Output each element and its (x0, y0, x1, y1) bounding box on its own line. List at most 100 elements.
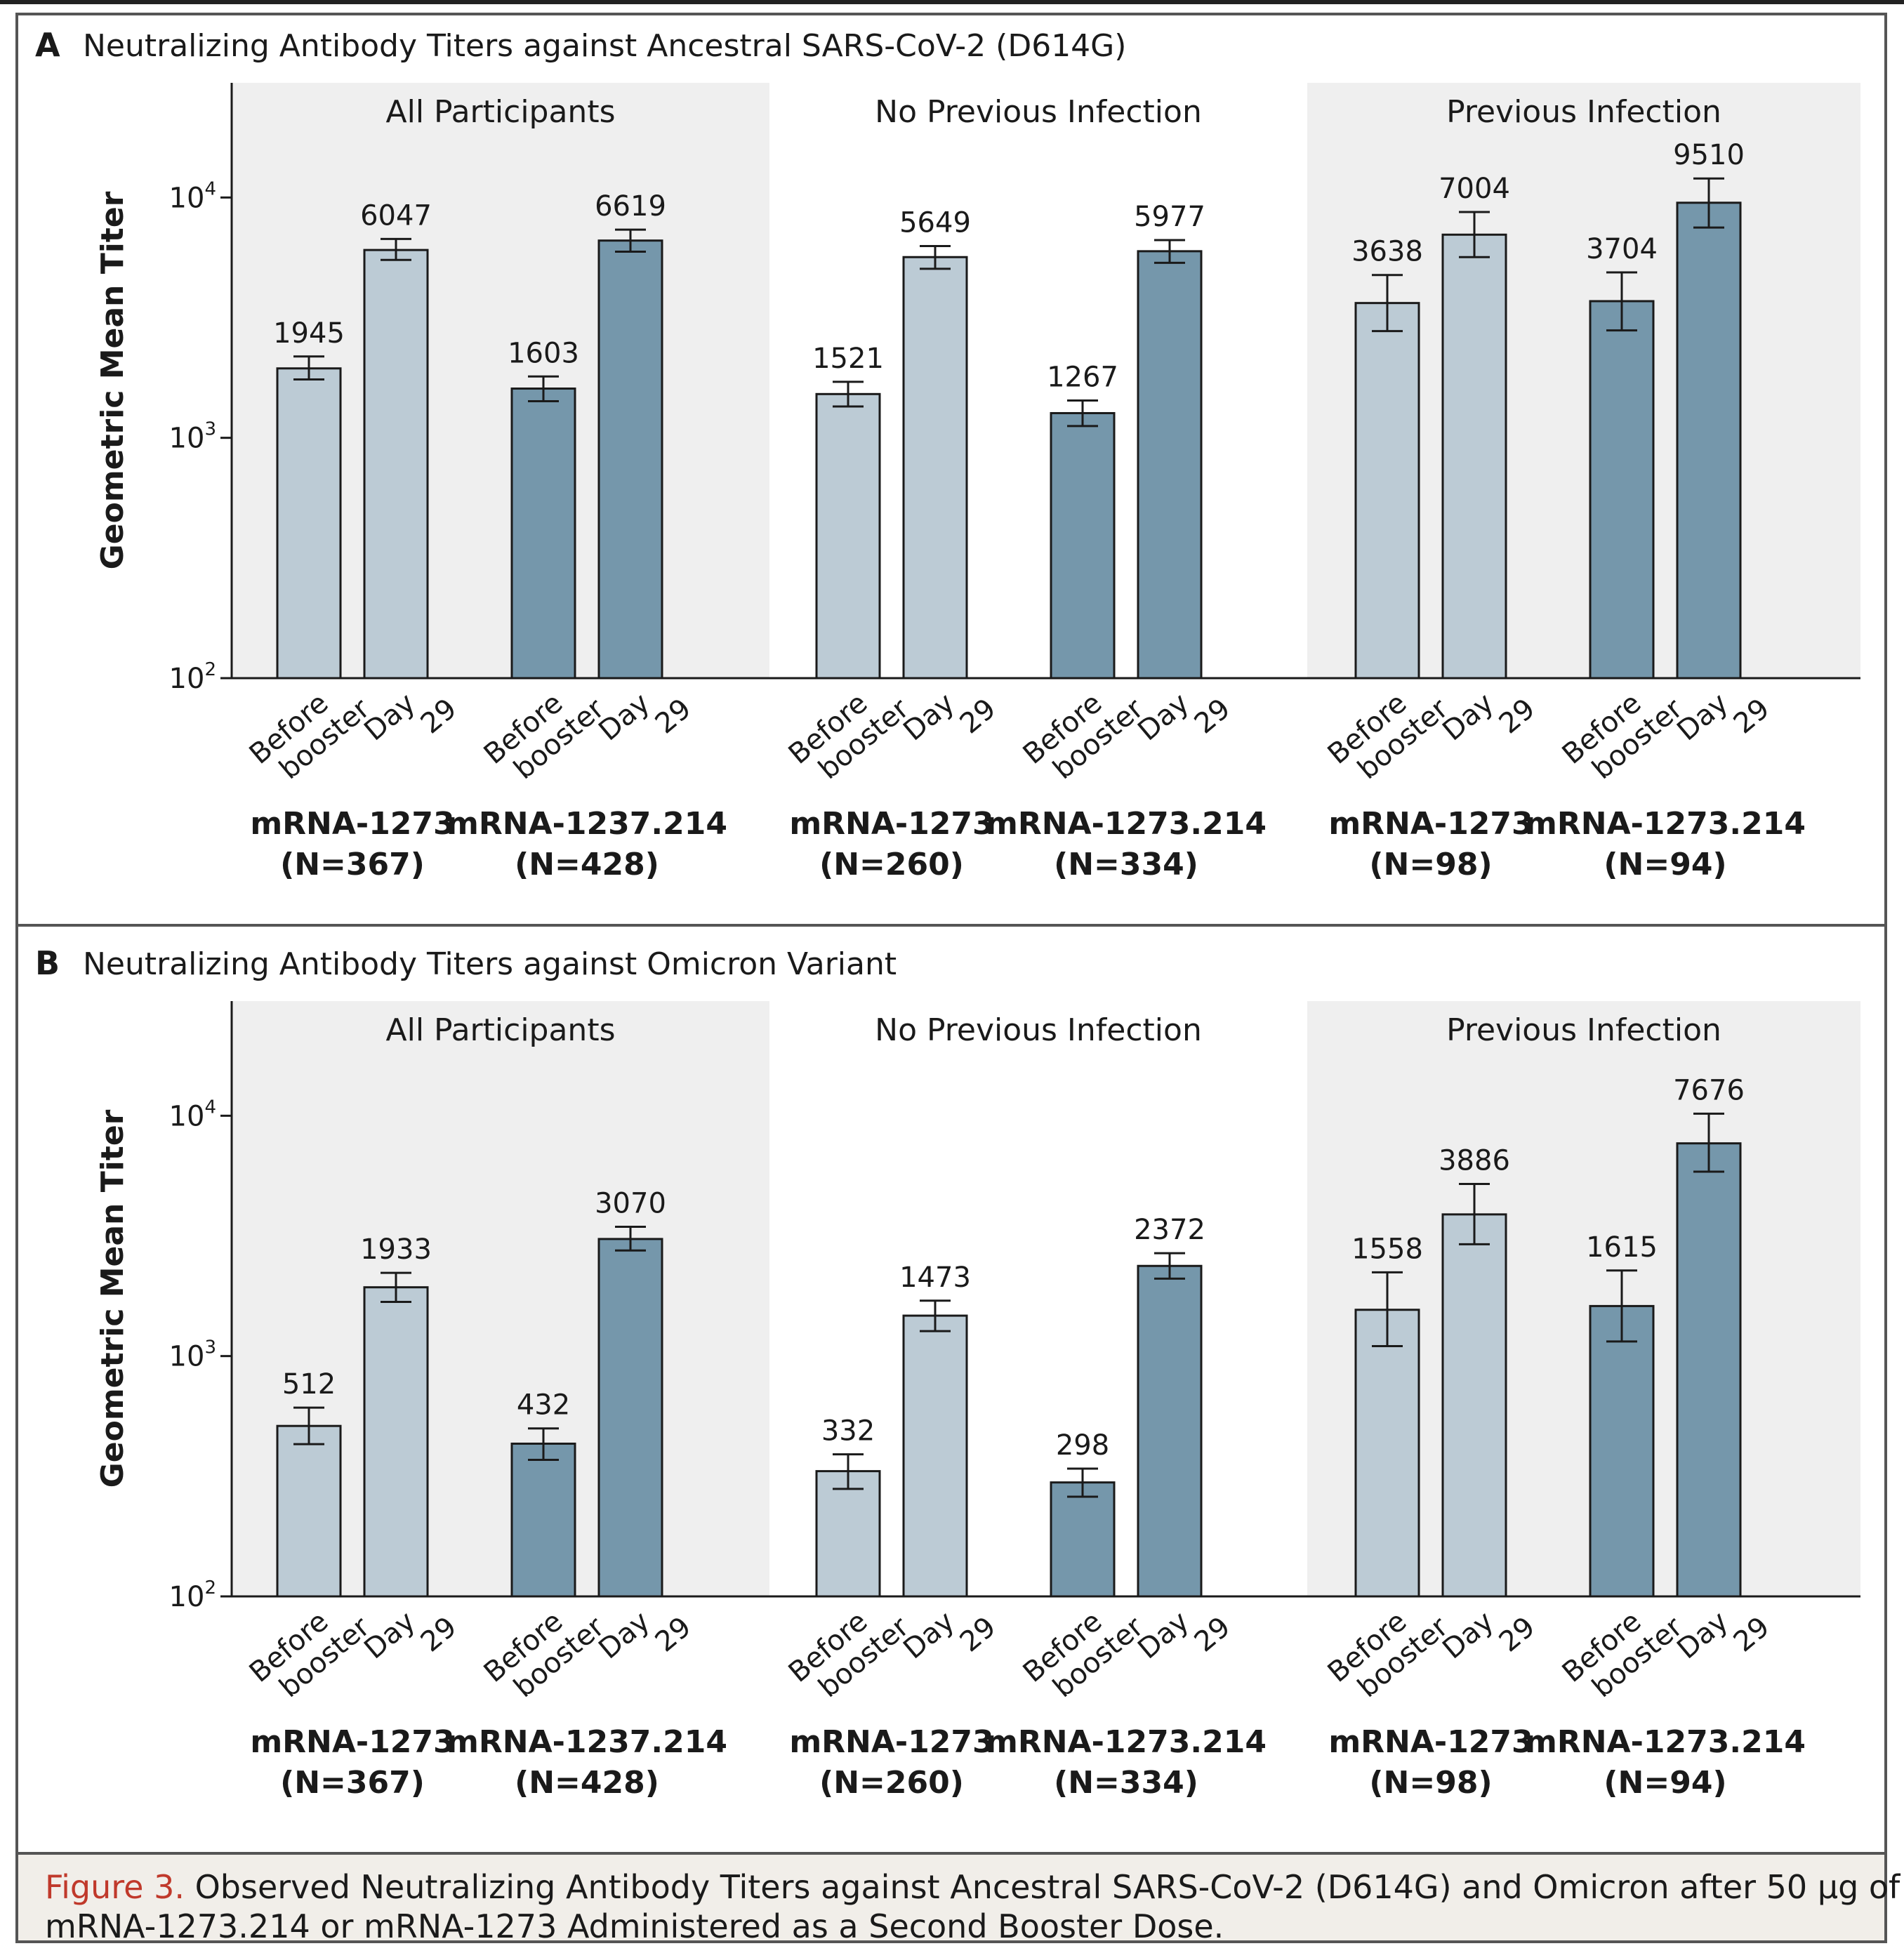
category-label-line: Day (897, 687, 960, 747)
panel-letter: A (35, 26, 60, 64)
y-tick-base: 10 (169, 663, 205, 695)
vaccine-n: (N=98) (1369, 1765, 1492, 1801)
data-label: 5649 (899, 206, 971, 239)
category-label: Day29 (1132, 669, 1236, 771)
caption-box (15, 1852, 1887, 1943)
y-tick-base: 10 (169, 1581, 205, 1613)
vaccine-n: (N=260) (819, 1765, 964, 1801)
data-label: 1267 (1047, 361, 1118, 393)
bar-before-booster (1050, 411, 1116, 680)
category-label: Beforebooster (1556, 1587, 1689, 1712)
category-label-line: 29 (415, 692, 463, 740)
category-label-line: 29 (954, 1610, 1003, 1658)
data-label: 1615 (1586, 1231, 1658, 1264)
category-label-line: 29 (1189, 692, 1237, 740)
category-label: Day29 (1436, 1587, 1541, 1689)
category-label-line: 29 (1493, 692, 1542, 740)
vaccine-label: mRNA-1237.214 (447, 806, 727, 842)
vaccine-n: (N=260) (819, 847, 964, 882)
data-label: 2372 (1134, 1214, 1205, 1246)
vaccine-n: (N=367) (280, 1765, 425, 1801)
y-tick-exponent: 2 (204, 1577, 216, 1598)
category-label-line: Day (1436, 687, 1500, 747)
category-label-line: Day (1671, 1605, 1734, 1665)
bar-before-booster (815, 392, 881, 680)
bar-day-29 (1137, 1264, 1203, 1598)
vaccine-n: (N=428) (515, 847, 659, 882)
data-label: 3070 (595, 1188, 666, 1220)
category-label-line: Day (593, 687, 656, 747)
category-label-line: 29 (1728, 1610, 1776, 1658)
vaccine-n: (N=98) (1369, 847, 1492, 882)
bar-before-booster (1354, 1309, 1420, 1598)
y-tick-label: 104 (169, 1097, 216, 1132)
bar-day-29 (1676, 1142, 1742, 1598)
data-label: 1558 (1351, 1233, 1423, 1265)
data-label: 3704 (1586, 233, 1658, 265)
vaccine-n: (N=94) (1604, 1765, 1726, 1801)
y-tick-exponent: 3 (204, 1337, 216, 1358)
data-label: 332 (821, 1415, 875, 1448)
category-label-line: Day (593, 1605, 656, 1665)
category-label-line: 29 (649, 1610, 698, 1658)
panel-title: Neutralizing Antibody Titers against Omi… (83, 946, 897, 982)
vaccine-label: mRNA-1273.214 (1525, 806, 1806, 842)
vaccine-label: mRNA-1273 (789, 806, 993, 842)
category-label: Day29 (358, 669, 463, 771)
bar-before-booster (510, 388, 576, 680)
data-label: 1603 (508, 337, 579, 369)
y-axis-label: Geometric Mean Titer (95, 1109, 131, 1488)
vaccine-label: mRNA-1273.214 (986, 1724, 1267, 1760)
category-label: Beforebooster (244, 668, 376, 794)
bar-day-29 (597, 239, 663, 680)
y-tick-label: 103 (169, 1337, 216, 1373)
y-tick-exponent: 4 (204, 178, 216, 199)
bar-day-29 (1441, 1213, 1507, 1598)
category-label: Day29 (897, 1587, 1002, 1689)
data-label: 1933 (360, 1233, 432, 1266)
vaccine-label: mRNA-1273.214 (986, 806, 1267, 842)
vaccine-n: (N=334) (1054, 1765, 1198, 1801)
category-label: Day29 (358, 1587, 463, 1689)
category-label: Day29 (1671, 1587, 1776, 1689)
category-label: Day29 (1436, 669, 1541, 771)
caption-line-1: Figure 3. Observed Neutralizing Antibody… (45, 1868, 1901, 1906)
y-tick-exponent: 2 (204, 659, 216, 680)
bar-day-29 (902, 1314, 968, 1598)
caption-line-2: mRNA-1273.214 or mRNA-1273 Administered … (45, 1907, 1224, 1945)
y-tick-label: 103 (169, 419, 216, 455)
vaccine-n: (N=367) (280, 847, 425, 882)
data-label: 298 (1056, 1429, 1109, 1462)
y-tick-base: 10 (169, 1100, 205, 1132)
bar-day-29 (363, 1286, 429, 1598)
data-label: 1473 (899, 1262, 971, 1294)
category-label-line: 29 (1728, 692, 1776, 740)
y-tick-label: 102 (169, 1577, 216, 1613)
data-label: 6619 (595, 190, 666, 223)
category-label: Day29 (897, 669, 1002, 771)
chart-panel-a: A Neutralizing Antibody Titers against An… (35, 26, 1860, 882)
data-label: 3886 (1439, 1145, 1510, 1177)
bar-day-29 (1676, 201, 1742, 680)
data-label: 6047 (360, 199, 432, 232)
vaccine-n: (N=334) (1054, 847, 1198, 882)
data-label: 7004 (1439, 173, 1510, 205)
category-label-line: Day (358, 1605, 421, 1665)
category-label: Beforebooster (478, 668, 611, 794)
bar-before-booster (510, 1442, 576, 1598)
category-label: Beforebooster (244, 1587, 376, 1712)
y-tick-exponent: 3 (204, 419, 216, 440)
vaccine-label: mRNA-1273 (789, 1724, 993, 1760)
vaccine-label: mRNA-1273 (1328, 806, 1533, 842)
top-rule (0, 0, 1904, 4)
y-tick-base: 10 (169, 1341, 205, 1373)
vaccine-n: (N=428) (515, 1765, 659, 1801)
bar-day-29 (1137, 250, 1203, 680)
bar-day-29 (597, 1238, 663, 1598)
data-label: 5977 (1134, 201, 1205, 233)
vaccine-label: mRNA-1273 (250, 806, 454, 842)
panel-title: Neutralizing Antibody Titers against Anc… (83, 28, 1126, 64)
y-tick-exponent: 4 (204, 1097, 216, 1118)
vaccine-n: (N=94) (1604, 847, 1726, 882)
group-label: Previous Infection (1446, 94, 1721, 130)
